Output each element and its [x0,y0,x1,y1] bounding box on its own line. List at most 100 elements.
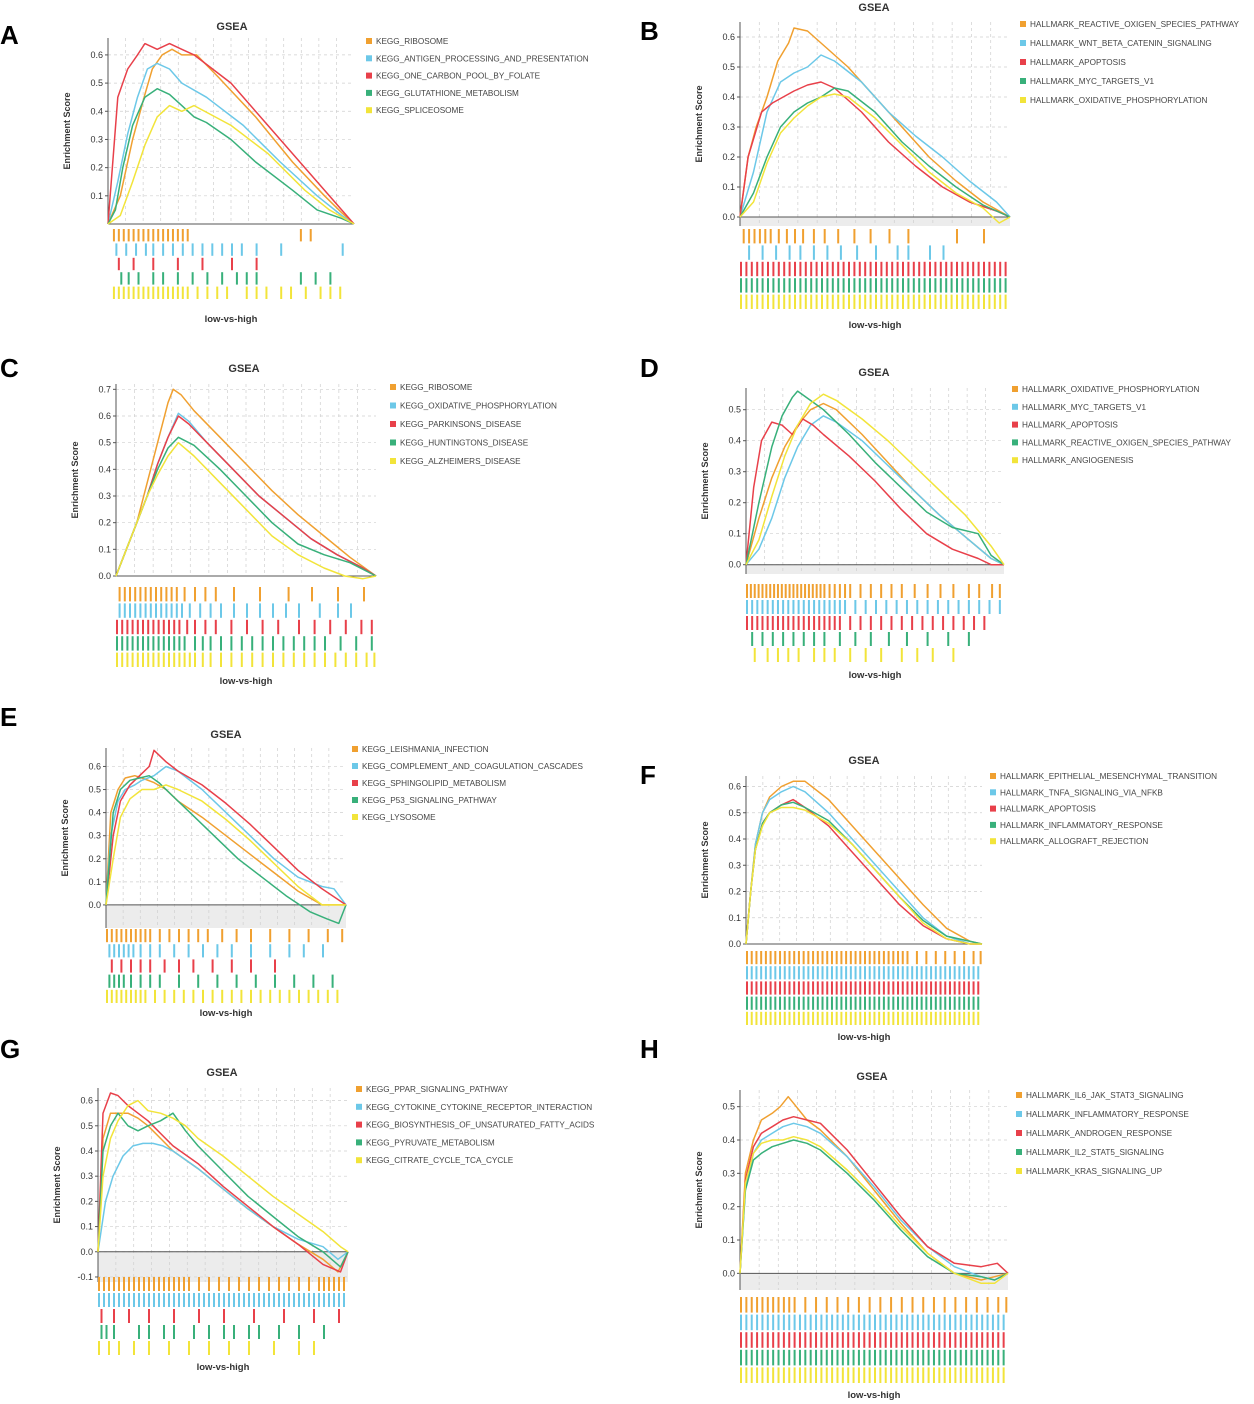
hit-mark [206,272,209,285]
hit-mark [911,996,914,1010]
hit-mark [892,951,895,965]
hit-mark [113,1277,115,1291]
hit-mark [273,1341,275,1355]
hit-mark [887,1011,890,1025]
hit-mark [288,944,291,958]
hit-mark [131,636,134,651]
hit-mark [864,966,866,980]
hit-mark [106,929,108,943]
hit-mark [818,600,821,614]
hit-mark [302,944,305,958]
hit-mark [999,294,1002,309]
hit-mark [810,294,813,309]
hit-mark [1004,261,1007,277]
hit-mark [942,616,945,630]
hit-mark [753,648,756,662]
hit-mark [751,632,754,646]
hit-mark [863,1349,866,1366]
hit-mark [193,1293,195,1307]
y-tick-label: 0.4 [728,834,741,844]
hit-mark [338,1309,340,1323]
hit-mark [911,966,914,980]
hit-mark [953,996,956,1010]
hit-mark [812,245,815,260]
y-axis-label: Enrichment Score [694,85,704,162]
y-tick-label: 0.2 [728,498,741,508]
hit-mark [121,619,124,635]
hit-mark [853,294,856,309]
hit-mark [193,1325,195,1339]
hit-mark [117,257,120,271]
legend-label: HALLMARK_EPITHELIAL_MESENCHYMAL_TRANSITI… [1000,772,1217,781]
panel-c: C GSEA0.00.10.20.30.40.50.60.7Enrichment … [0,353,557,687]
hit-mark [936,600,939,614]
hit-mark [787,616,790,630]
series-line [745,418,1004,566]
hit-mark [121,652,124,667]
hit-mark [954,1367,957,1383]
y-tick-label: 0.3 [728,467,741,477]
hit-mark [139,603,142,618]
hit-mark [956,229,958,244]
hit-mark [859,584,862,598]
hit-mark [139,989,142,1003]
hit-mark [144,603,147,618]
hit-mark [134,929,137,943]
hit-mark [884,1314,887,1331]
hit-mark [750,1314,753,1331]
hit-mark [849,996,852,1010]
hit-mark [961,278,964,293]
hit-mark [254,974,257,988]
hit-mark [178,619,181,635]
hit-mark [864,278,867,293]
hit-mark [132,229,135,242]
hit-mark [163,989,166,1003]
hit-mark [183,1293,185,1307]
panel-letter: F [640,760,656,790]
hit-mark [868,996,871,1010]
hit-mark [235,974,238,988]
y-tick-label: 0.7 [98,384,111,394]
legend-label: KEGG_RIBOSOME [376,37,449,46]
hit-mark [885,278,888,293]
hit-mark [906,1332,909,1348]
hit-mark [777,1367,780,1383]
hit-mark [144,243,147,256]
hit-mark [939,1011,942,1025]
hit-mark [761,1297,764,1313]
hit-mark [799,261,802,277]
hit-mark [113,1309,115,1323]
hit-mark [307,989,310,1003]
hit-mark [130,974,132,988]
grid [98,1088,348,1282]
legend-label: HALLMARK_IL2_STAT5_SIGNALING [1026,1148,1164,1157]
y-tick-label: 0.1 [88,877,101,887]
legend-swatch [366,38,372,44]
hit-mark [782,600,785,614]
hit-mark [125,989,128,1003]
hit-mark [233,603,235,618]
hit-mark [816,981,819,995]
hit-mark [923,261,926,277]
hit-mark [821,981,824,995]
hit-mark [925,981,928,995]
hit-mark [333,1293,335,1307]
hit-mark [746,600,748,614]
hit-mark [895,600,898,614]
hit-mark [958,981,961,995]
hit-mark [208,1341,210,1355]
hit-mark [740,1332,742,1348]
hit-mark [116,652,118,667]
hit-mark [181,243,184,256]
hit-mark [999,278,1002,293]
hit-mark [852,1332,855,1348]
hit-mark [780,584,783,598]
hit-mark [792,584,795,598]
hit-mark [288,989,291,1003]
legend-swatch [1012,421,1018,428]
hit-mark [873,996,876,1010]
legend: HALLMARK_EPITHELIAL_MESENCHYMAL_TRANSITI… [990,772,1217,846]
hit-mark [288,929,291,943]
hit-mark [265,286,268,299]
hit-mark [274,959,276,973]
